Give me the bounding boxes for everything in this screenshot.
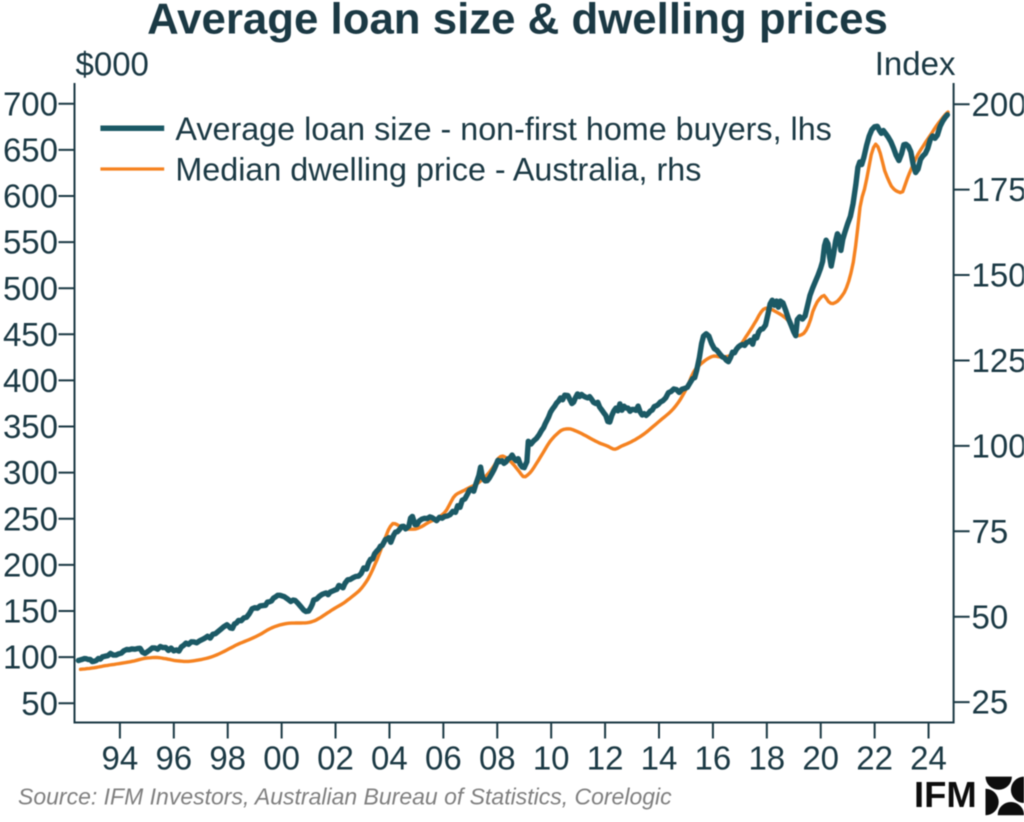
svg-text:100: 100 xyxy=(972,428,1024,465)
svg-text:18: 18 xyxy=(748,740,785,777)
svg-text:Index: Index xyxy=(875,45,956,82)
svg-text:24: 24 xyxy=(910,740,947,777)
svg-text:Source: IFM Investors, Austral: Source: IFM Investors, Australian Bureau… xyxy=(18,784,672,810)
svg-text:96: 96 xyxy=(155,740,192,777)
svg-text:Average loan size - non-first: Average loan size - non-first home buyer… xyxy=(175,111,831,147)
svg-text:75: 75 xyxy=(972,513,1009,550)
svg-text:Average loan size & dwelling p: Average loan size & dwelling prices xyxy=(147,0,888,43)
svg-text:300: 300 xyxy=(3,454,58,491)
svg-text:50: 50 xyxy=(972,598,1009,635)
svg-text:550: 550 xyxy=(3,224,58,261)
svg-text:10: 10 xyxy=(533,740,570,777)
svg-text:IFM: IFM xyxy=(914,774,977,815)
svg-text:08: 08 xyxy=(479,740,516,777)
svg-text:94: 94 xyxy=(102,740,139,777)
svg-text:25: 25 xyxy=(972,684,1009,721)
svg-text:500: 500 xyxy=(3,270,58,307)
svg-text:50: 50 xyxy=(21,685,58,722)
svg-text:450: 450 xyxy=(3,316,58,353)
svg-text:98: 98 xyxy=(209,740,246,777)
svg-text:400: 400 xyxy=(3,362,58,399)
svg-text:150: 150 xyxy=(3,593,58,630)
svg-text:700: 700 xyxy=(3,85,58,122)
svg-text:200: 200 xyxy=(3,547,58,584)
svg-text:Median dwelling price - Austra: Median dwelling price - Australia, rhs xyxy=(175,152,701,188)
svg-text:00: 00 xyxy=(263,740,300,777)
svg-text:200: 200 xyxy=(972,86,1024,123)
svg-text:125: 125 xyxy=(972,342,1024,379)
svg-text:06: 06 xyxy=(425,740,462,777)
svg-text:20: 20 xyxy=(802,740,839,777)
svg-text:04: 04 xyxy=(371,740,408,777)
svg-text:16: 16 xyxy=(695,740,732,777)
svg-text:250: 250 xyxy=(3,500,58,537)
svg-text:$000: $000 xyxy=(76,46,149,83)
svg-text:650: 650 xyxy=(3,132,58,169)
svg-text:100: 100 xyxy=(3,639,58,676)
svg-text:14: 14 xyxy=(641,740,678,777)
svg-text:12: 12 xyxy=(587,740,624,777)
svg-text:350: 350 xyxy=(3,408,58,445)
svg-text:22: 22 xyxy=(856,740,893,777)
svg-text:02: 02 xyxy=(317,740,354,777)
svg-text:175: 175 xyxy=(972,171,1024,208)
svg-text:150: 150 xyxy=(972,257,1024,294)
svg-text:600: 600 xyxy=(3,178,58,215)
